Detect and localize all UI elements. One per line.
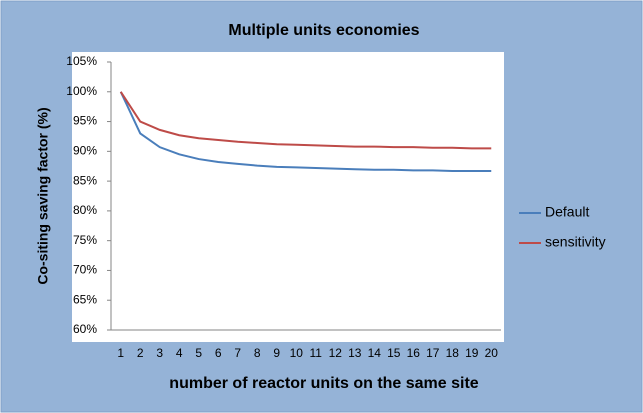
x-tick-label: 8 xyxy=(254,346,261,360)
x-tick-label: 9 xyxy=(273,346,280,360)
x-tick-label: 17 xyxy=(426,346,440,360)
x-tick-label: 14 xyxy=(368,346,382,360)
x-tick-label: 3 xyxy=(156,346,163,360)
x-tick-label: 20 xyxy=(485,346,499,360)
data-line xyxy=(119,91,492,172)
x-tick-label: 13 xyxy=(348,346,362,360)
x-tick-label: 4 xyxy=(176,346,183,360)
y-tick-label: 75% xyxy=(73,233,97,247)
y-tick-label: 100% xyxy=(66,84,97,98)
x-tick-label: 7 xyxy=(234,346,241,360)
x-tick-label: 6 xyxy=(215,346,222,360)
x-axis-label: number of reactor units on the same site xyxy=(169,375,479,392)
x-tick-label: 2 xyxy=(137,346,144,360)
y-tick-label: 105% xyxy=(66,54,97,68)
x-tick-label: 10 xyxy=(290,346,304,360)
x-tick-label: 16 xyxy=(407,346,421,360)
x-tick-label: 18 xyxy=(446,346,460,360)
plot-background xyxy=(72,52,504,342)
y-tick-label: 85% xyxy=(73,173,97,187)
y-tick-label: 65% xyxy=(73,292,97,306)
x-tick-label: 15 xyxy=(387,346,401,360)
y-tick-label: 90% xyxy=(73,144,97,158)
y-tick-label: 70% xyxy=(73,263,97,277)
y-tick-label: 60% xyxy=(73,322,97,336)
legend-label: sensitivity xyxy=(545,234,606,250)
data-line xyxy=(119,91,492,150)
x-tick-label: 19 xyxy=(465,346,479,360)
x-tick-label: 5 xyxy=(195,346,202,360)
y-tick-label: 95% xyxy=(73,114,97,128)
y-tick-label: 80% xyxy=(73,203,97,217)
x-tick-label: 1 xyxy=(117,346,124,360)
x-tick-label: 12 xyxy=(329,346,343,360)
chart-title: Multiple units economies xyxy=(228,22,419,39)
legend-label: Default xyxy=(545,204,589,220)
y-axis-label: Co-siting saving factor (%) xyxy=(35,107,51,284)
x-tick-label: 11 xyxy=(310,346,323,360)
